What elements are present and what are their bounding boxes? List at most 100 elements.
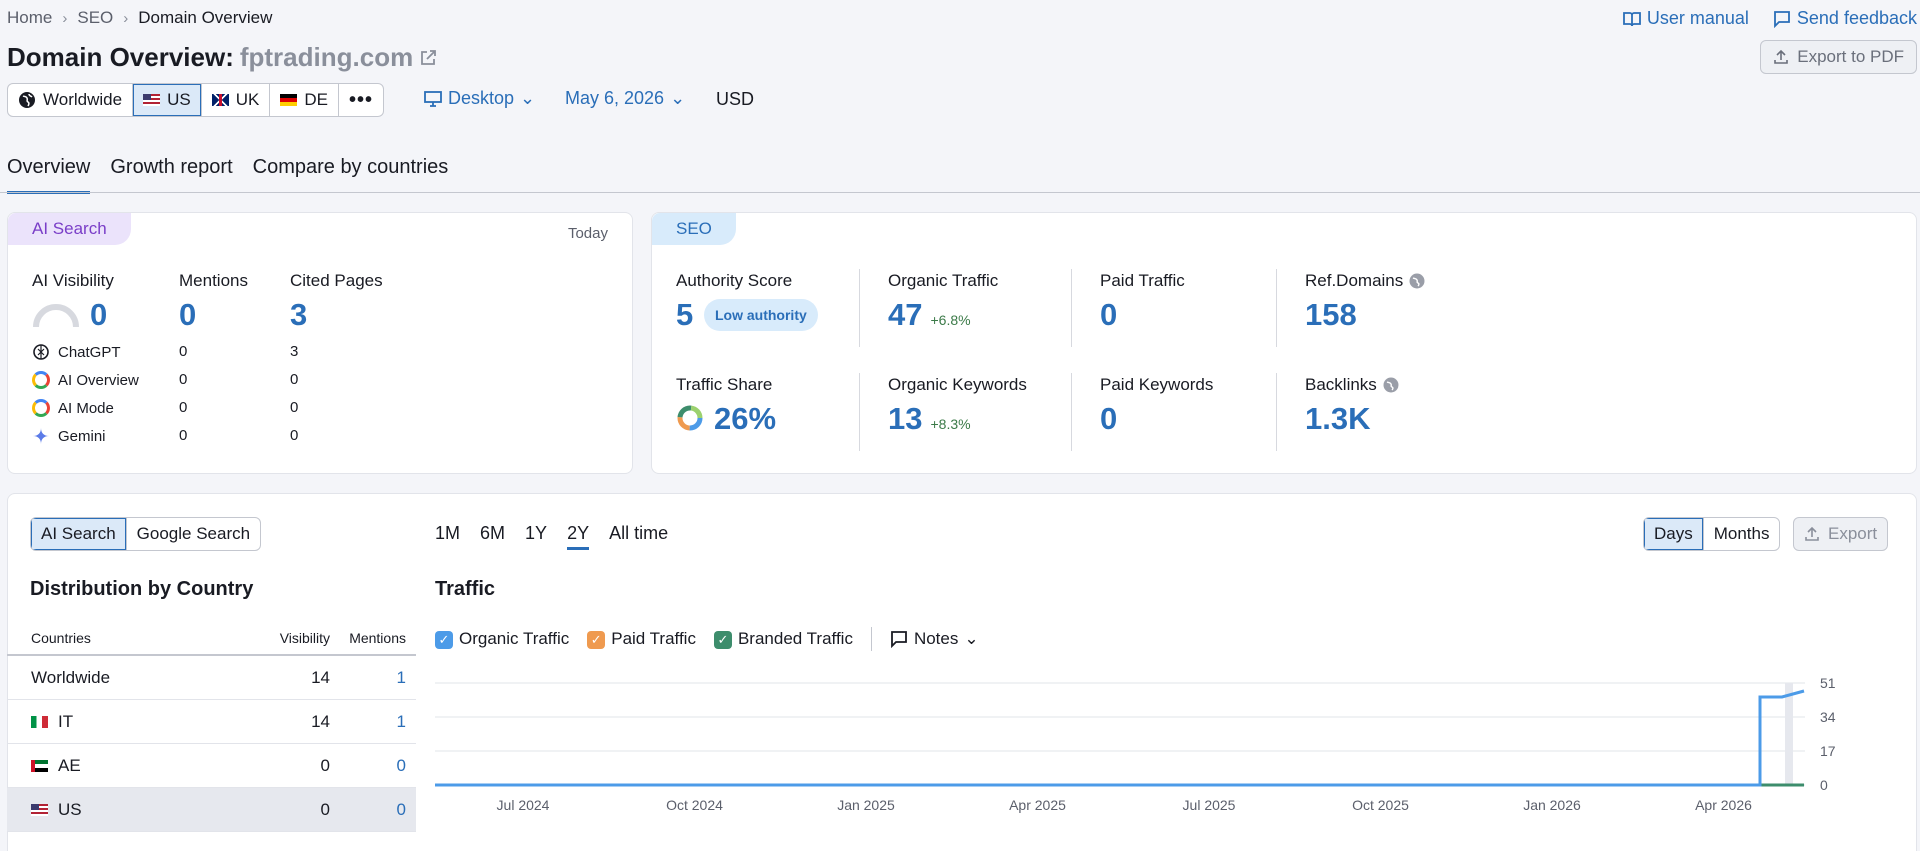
chatgpt-mentions[interactable]: 0 [179,343,188,360]
checkbox-icon: ✓ [587,630,606,649]
export-pdf-label: Export to PDF [1797,47,1904,66]
traffic-share-value[interactable]: 26% [714,401,777,436]
x-tick-label: Apr 2026 [1695,797,1752,813]
chevron-right-icon: › [123,9,129,27]
breadcrumb-seo[interactable]: SEO [77,8,114,27]
toggle-days[interactable]: Days [1644,518,1704,550]
seo-card: SEO Authority Score 5 Low authority Orga… [651,212,1917,474]
notes-label: Notes [913,629,959,648]
authority-score-value[interactable]: 5 [676,297,694,332]
tab-growth-report[interactable]: Growth report [110,156,233,178]
chart-legend: ✓ Organic Traffic ✓ Paid Traffic ✓ Branded … [435,627,979,651]
table-row[interactable]: US 0 0 [7,788,416,832]
x-tick-label: Jul 2025 [1183,797,1236,813]
chatgpt-cited[interactable]: 3 [290,343,299,360]
legend-organic[interactable]: ✓ Organic Traffic [435,629,569,649]
ai-visibility-label: AI Visibility [32,271,114,290]
country-mentions[interactable]: 1 [396,711,406,731]
notes-dropdown[interactable]: Notes ⌄ [890,629,979,649]
legend-branded-label: Branded Traffic [737,629,853,648]
globe-icon [19,92,35,108]
range-6m[interactable]: 6M [480,523,506,543]
toggle-months[interactable]: Months [1713,524,1770,543]
main-tabs: Overview Growth report Compare by countr… [7,156,448,194]
db-us[interactable]: US [133,84,202,116]
legend-branded[interactable]: ✓ Branded Traffic [713,629,853,649]
table-row[interactable]: IT 14 1 [7,700,416,744]
divider [1276,269,1277,347]
country-mentions[interactable]: 0 [396,755,406,775]
paid-keywords-value[interactable]: 0 [1100,401,1118,436]
ai-overview-mentions[interactable]: 0 [179,371,188,388]
mentions-value[interactable]: 0 [179,297,197,332]
country-mentions[interactable]: 1 [396,667,406,687]
upload-icon [1774,49,1789,64]
date-select[interactable]: May 6, 2026 ⌄ [565,88,685,109]
ai-row-label: Gemini [58,427,106,445]
gemini-icon [33,428,49,444]
title-domain[interactable]: fptrading.com [239,42,414,72]
table-row[interactable]: AE 0 0 [7,744,416,788]
cited-pages-value[interactable]: 3 [290,297,308,332]
ai-overview-cited[interactable]: 0 [290,371,299,388]
legend-paid[interactable]: ✓ Paid Traffic [587,629,696,649]
breadcrumb-home[interactable]: Home [7,8,53,27]
backlinks-value[interactable]: 1.3K [1305,401,1371,436]
gemini-mentions[interactable]: 0 [179,427,188,444]
range-1y[interactable]: 1Y [525,523,548,543]
country-visibility: 14 [311,711,330,731]
db-more[interactable]: ••• [339,84,383,116]
db-worldwide[interactable]: Worldwide [8,84,134,116]
flag-uk-icon [211,94,229,106]
ai-mode-cited[interactable]: 0 [290,399,299,416]
external-link-icon[interactable] [419,49,437,67]
db-uk[interactable]: UK [202,84,271,116]
ai-mode-mentions[interactable]: 0 [179,399,188,416]
user-manual-link[interactable]: User manual [1622,8,1749,29]
flag-de-icon [280,94,298,106]
country-visibility: 0 [320,755,330,775]
toggle-ai-search[interactable]: AI Search [31,518,127,550]
export-button[interactable]: Export [1793,517,1889,551]
user-manual-label: User manual [1646,8,1749,28]
device-select[interactable]: Desktop ⌄ [424,88,535,109]
country-mentions[interactable]: 0 [396,799,406,819]
top-links: User manual Send feedback [1622,8,1917,29]
ref-domains-value[interactable]: 158 [1305,297,1357,332]
export-pdf-button[interactable]: Export to PDF [1760,40,1917,74]
note-icon [891,631,907,648]
title-prefix: Domain Overview: [7,42,234,72]
db-de[interactable]: DE [270,84,339,116]
divider [1071,373,1072,451]
traffic-title: Traffic [435,578,496,600]
gemini-cited[interactable]: 0 [290,427,299,444]
paid-traffic-value[interactable]: 0 [1100,297,1118,332]
table-row[interactable]: Worldwide 14 1 [7,656,416,700]
flag-us-icon [143,94,161,106]
paid-keywords-label: Paid Keywords [1100,375,1214,394]
flag-ae-icon [31,759,48,772]
organic-traffic-value[interactable]: 47 [888,297,923,332]
ai-row-gemini: Gemini [32,427,106,445]
ref-domains-header: Ref.Domains [1305,271,1426,291]
ai-visibility-value[interactable]: 0 [90,297,108,332]
organic-keywords-value[interactable]: 13 [888,401,923,436]
tab-overview[interactable]: Overview [7,156,91,194]
info-globe-icon[interactable] [1408,272,1426,290]
range-all-time[interactable]: All time [609,523,669,543]
toggle-google-search[interactable]: Google Search [136,524,251,543]
database-selector: Worldwide US UK DE ••• [7,83,384,117]
info-globe-icon[interactable] [1382,376,1400,394]
breadcrumb-current: Domain Overview [138,8,273,27]
range-1m[interactable]: 1M [435,523,461,543]
col-mentions: Mentions [349,629,406,646]
y-tick-label: 17 [1820,743,1836,759]
traffic-chart: 0 17 34 51 Jul 2024 Oct 2024 Jan 2025 Apr 2025 J… [435,675,1836,813]
send-feedback-link[interactable]: Send feedback [1773,8,1917,29]
range-2y[interactable]: 2Y [567,523,590,550]
ai-row-ai-mode: AI Mode [32,399,114,417]
tab-compare-countries[interactable]: Compare by countries [252,156,449,178]
country-name: AE [58,755,81,775]
ai-row-chatgpt: ChatGPT [32,343,121,361]
divider [1276,373,1277,451]
